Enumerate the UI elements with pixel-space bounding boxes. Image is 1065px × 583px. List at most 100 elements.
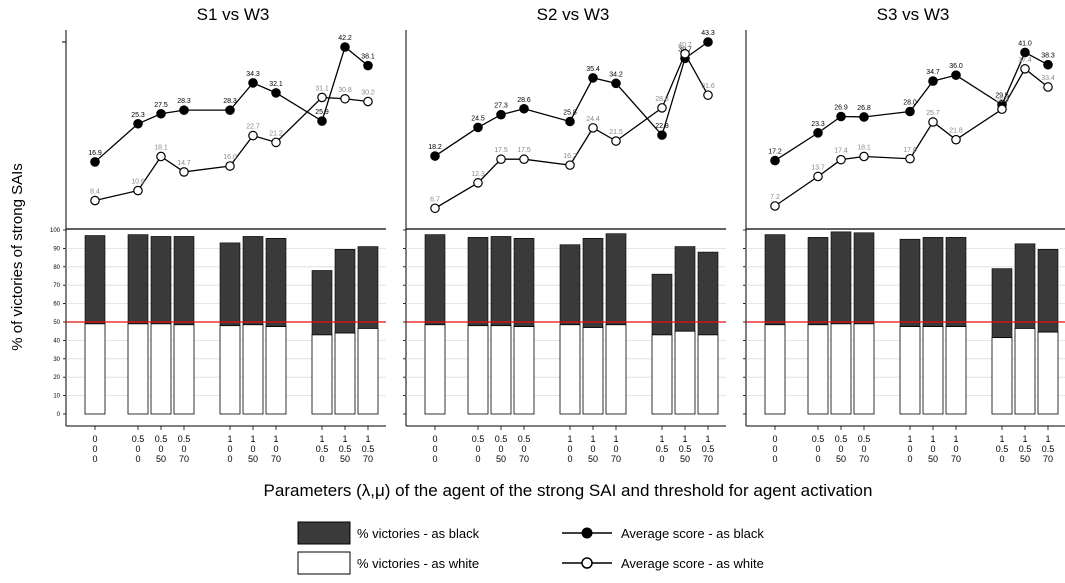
bar-white xyxy=(922,326,944,415)
score-label-black: 18.2 xyxy=(428,144,442,151)
bar-white xyxy=(242,324,264,415)
legend-label-line-white: Average score - as white xyxy=(621,556,764,571)
x-tick-label: 1 xyxy=(273,434,278,444)
bar-black xyxy=(1037,249,1059,333)
score-point-white xyxy=(179,167,189,177)
score-label-black: 28.3 xyxy=(177,98,191,105)
score-line-black xyxy=(774,51,1049,162)
bar-white xyxy=(605,324,627,415)
x-tick-label: 1 xyxy=(907,434,912,444)
score-point-black xyxy=(90,157,100,167)
score-label-white: 17.5 xyxy=(517,147,531,154)
score-label-black: 43.3 xyxy=(701,30,715,37)
x-tick-label: 70 xyxy=(363,454,373,464)
score-label-white: 40.7 xyxy=(678,42,692,49)
x-tick-label: 0.5 xyxy=(518,434,531,444)
x-tick-label: 0.5 xyxy=(155,434,168,444)
x-tick-label: 0 xyxy=(92,434,97,444)
bar-black xyxy=(651,273,673,336)
bar-white xyxy=(311,334,333,415)
score-label-white: 17.4 xyxy=(834,148,848,155)
score-point-white xyxy=(611,136,621,146)
x-tick-label: 70 xyxy=(519,454,529,464)
x-tick-label: 0.5 xyxy=(178,434,191,444)
score-label-black: 22.8 xyxy=(655,123,669,130)
bar-white xyxy=(991,337,1013,415)
x-tick-label: 50 xyxy=(496,454,506,464)
bar-black xyxy=(899,238,921,327)
x-tick-label: 70 xyxy=(951,454,961,464)
score-point-black xyxy=(905,106,915,117)
x-tick-label: 0.5 xyxy=(362,444,375,454)
x-tick-label: 0 xyxy=(999,454,1004,464)
bar-black xyxy=(150,236,172,325)
panel-title: S1 vs W3 xyxy=(197,5,270,24)
score-point-white xyxy=(836,154,846,165)
legend-label-line-black: Average score - as black xyxy=(621,526,764,541)
bar-black xyxy=(311,270,333,336)
bar-white xyxy=(1037,331,1059,415)
score-point-white xyxy=(588,123,598,133)
y-tick-label: 20 xyxy=(53,375,60,381)
bar-white xyxy=(265,326,287,415)
bar-black xyxy=(173,236,195,326)
x-tick-label: 1 xyxy=(319,434,324,444)
y-tick-label: 10 xyxy=(53,394,60,400)
x-tick-label: 0 xyxy=(613,444,618,454)
y-tick-label: 80 xyxy=(53,265,60,271)
x-tick-label: 70 xyxy=(703,454,713,464)
x-tick-label: 1 xyxy=(613,434,618,444)
score-label-black: 27.5 xyxy=(154,102,168,109)
x-tick-label: 0 xyxy=(250,444,255,454)
score-point-white xyxy=(1043,82,1053,92)
bar-white xyxy=(127,323,149,415)
x-tick-label: 0 xyxy=(181,444,186,454)
x-tick-label: 0.5 xyxy=(495,434,508,444)
x-tick-label: 1 xyxy=(227,434,232,444)
x-tick-label: 0 xyxy=(475,444,480,454)
x-tick-label: 0.5 xyxy=(339,444,352,454)
bar-black xyxy=(764,234,786,326)
x-tick-label: 0 xyxy=(273,444,278,454)
x-tick-label: 0 xyxy=(158,444,163,454)
x-tick-label: 1 xyxy=(705,434,710,444)
score-point-white xyxy=(363,96,373,107)
score-label-white: 30.2 xyxy=(361,90,375,97)
score-point-white xyxy=(340,93,350,104)
x-tick-label: 0.5 xyxy=(656,444,669,454)
x-tick-label: 1 xyxy=(953,434,958,444)
score-point-white xyxy=(156,151,166,162)
score-point-white xyxy=(271,137,281,148)
bar-white xyxy=(764,324,786,415)
bar-black xyxy=(922,237,944,327)
score-point-white xyxy=(657,103,667,113)
x-tick-label: 50 xyxy=(340,454,350,464)
x-tick-label: 0.5 xyxy=(858,434,871,444)
bar-white xyxy=(697,334,719,415)
score-label-black: 23.3 xyxy=(811,121,825,128)
x-tick-label: 50 xyxy=(928,454,938,464)
x-tick-label: 70 xyxy=(1043,454,1053,464)
score-label-white: 10.6 xyxy=(131,179,145,186)
x-tick-label: 0 xyxy=(319,454,324,464)
y-tick-label: 100 xyxy=(50,228,61,234)
score-point-black xyxy=(225,105,235,115)
bar-black xyxy=(807,237,829,326)
x-tick-label: 0.5 xyxy=(702,444,715,454)
bar-black xyxy=(559,244,581,326)
x-tick-label: 0 xyxy=(432,434,437,444)
bar-white xyxy=(582,327,604,415)
score-point-white xyxy=(473,178,483,188)
score-point-black xyxy=(473,122,483,133)
x-tick-label: 0 xyxy=(135,444,140,454)
legend-label-bar-white: % victories - as white xyxy=(357,556,479,571)
bar-white xyxy=(674,330,696,415)
bar-black xyxy=(945,237,967,327)
score-point-black xyxy=(928,76,938,86)
legend-marker-black xyxy=(581,527,593,539)
score-point-black xyxy=(859,112,869,122)
bar-black xyxy=(424,234,446,326)
x-tick-label: 1 xyxy=(250,434,255,444)
score-label-black: 27.3 xyxy=(494,103,508,110)
score-label-black: 34.7 xyxy=(926,69,940,76)
